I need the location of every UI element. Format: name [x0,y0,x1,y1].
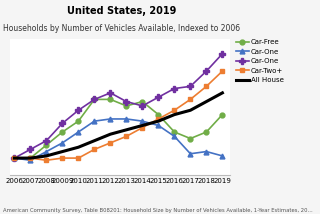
Text: Households by Number of Vehicles Available, Indexed to 2006: Households by Number of Vehicles Availab… [3,24,240,33]
Text: United States, 2019: United States, 2019 [67,6,176,16]
Legend: Car-Free, Car-One, Car-One, Car-Two+, All House: Car-Free, Car-One, Car-One, Car-Two+, Al… [236,39,284,83]
Text: American Community Survey, Table B08201: Household Size by Number of Vehicles Av: American Community Survey, Table B08201:… [3,208,313,213]
